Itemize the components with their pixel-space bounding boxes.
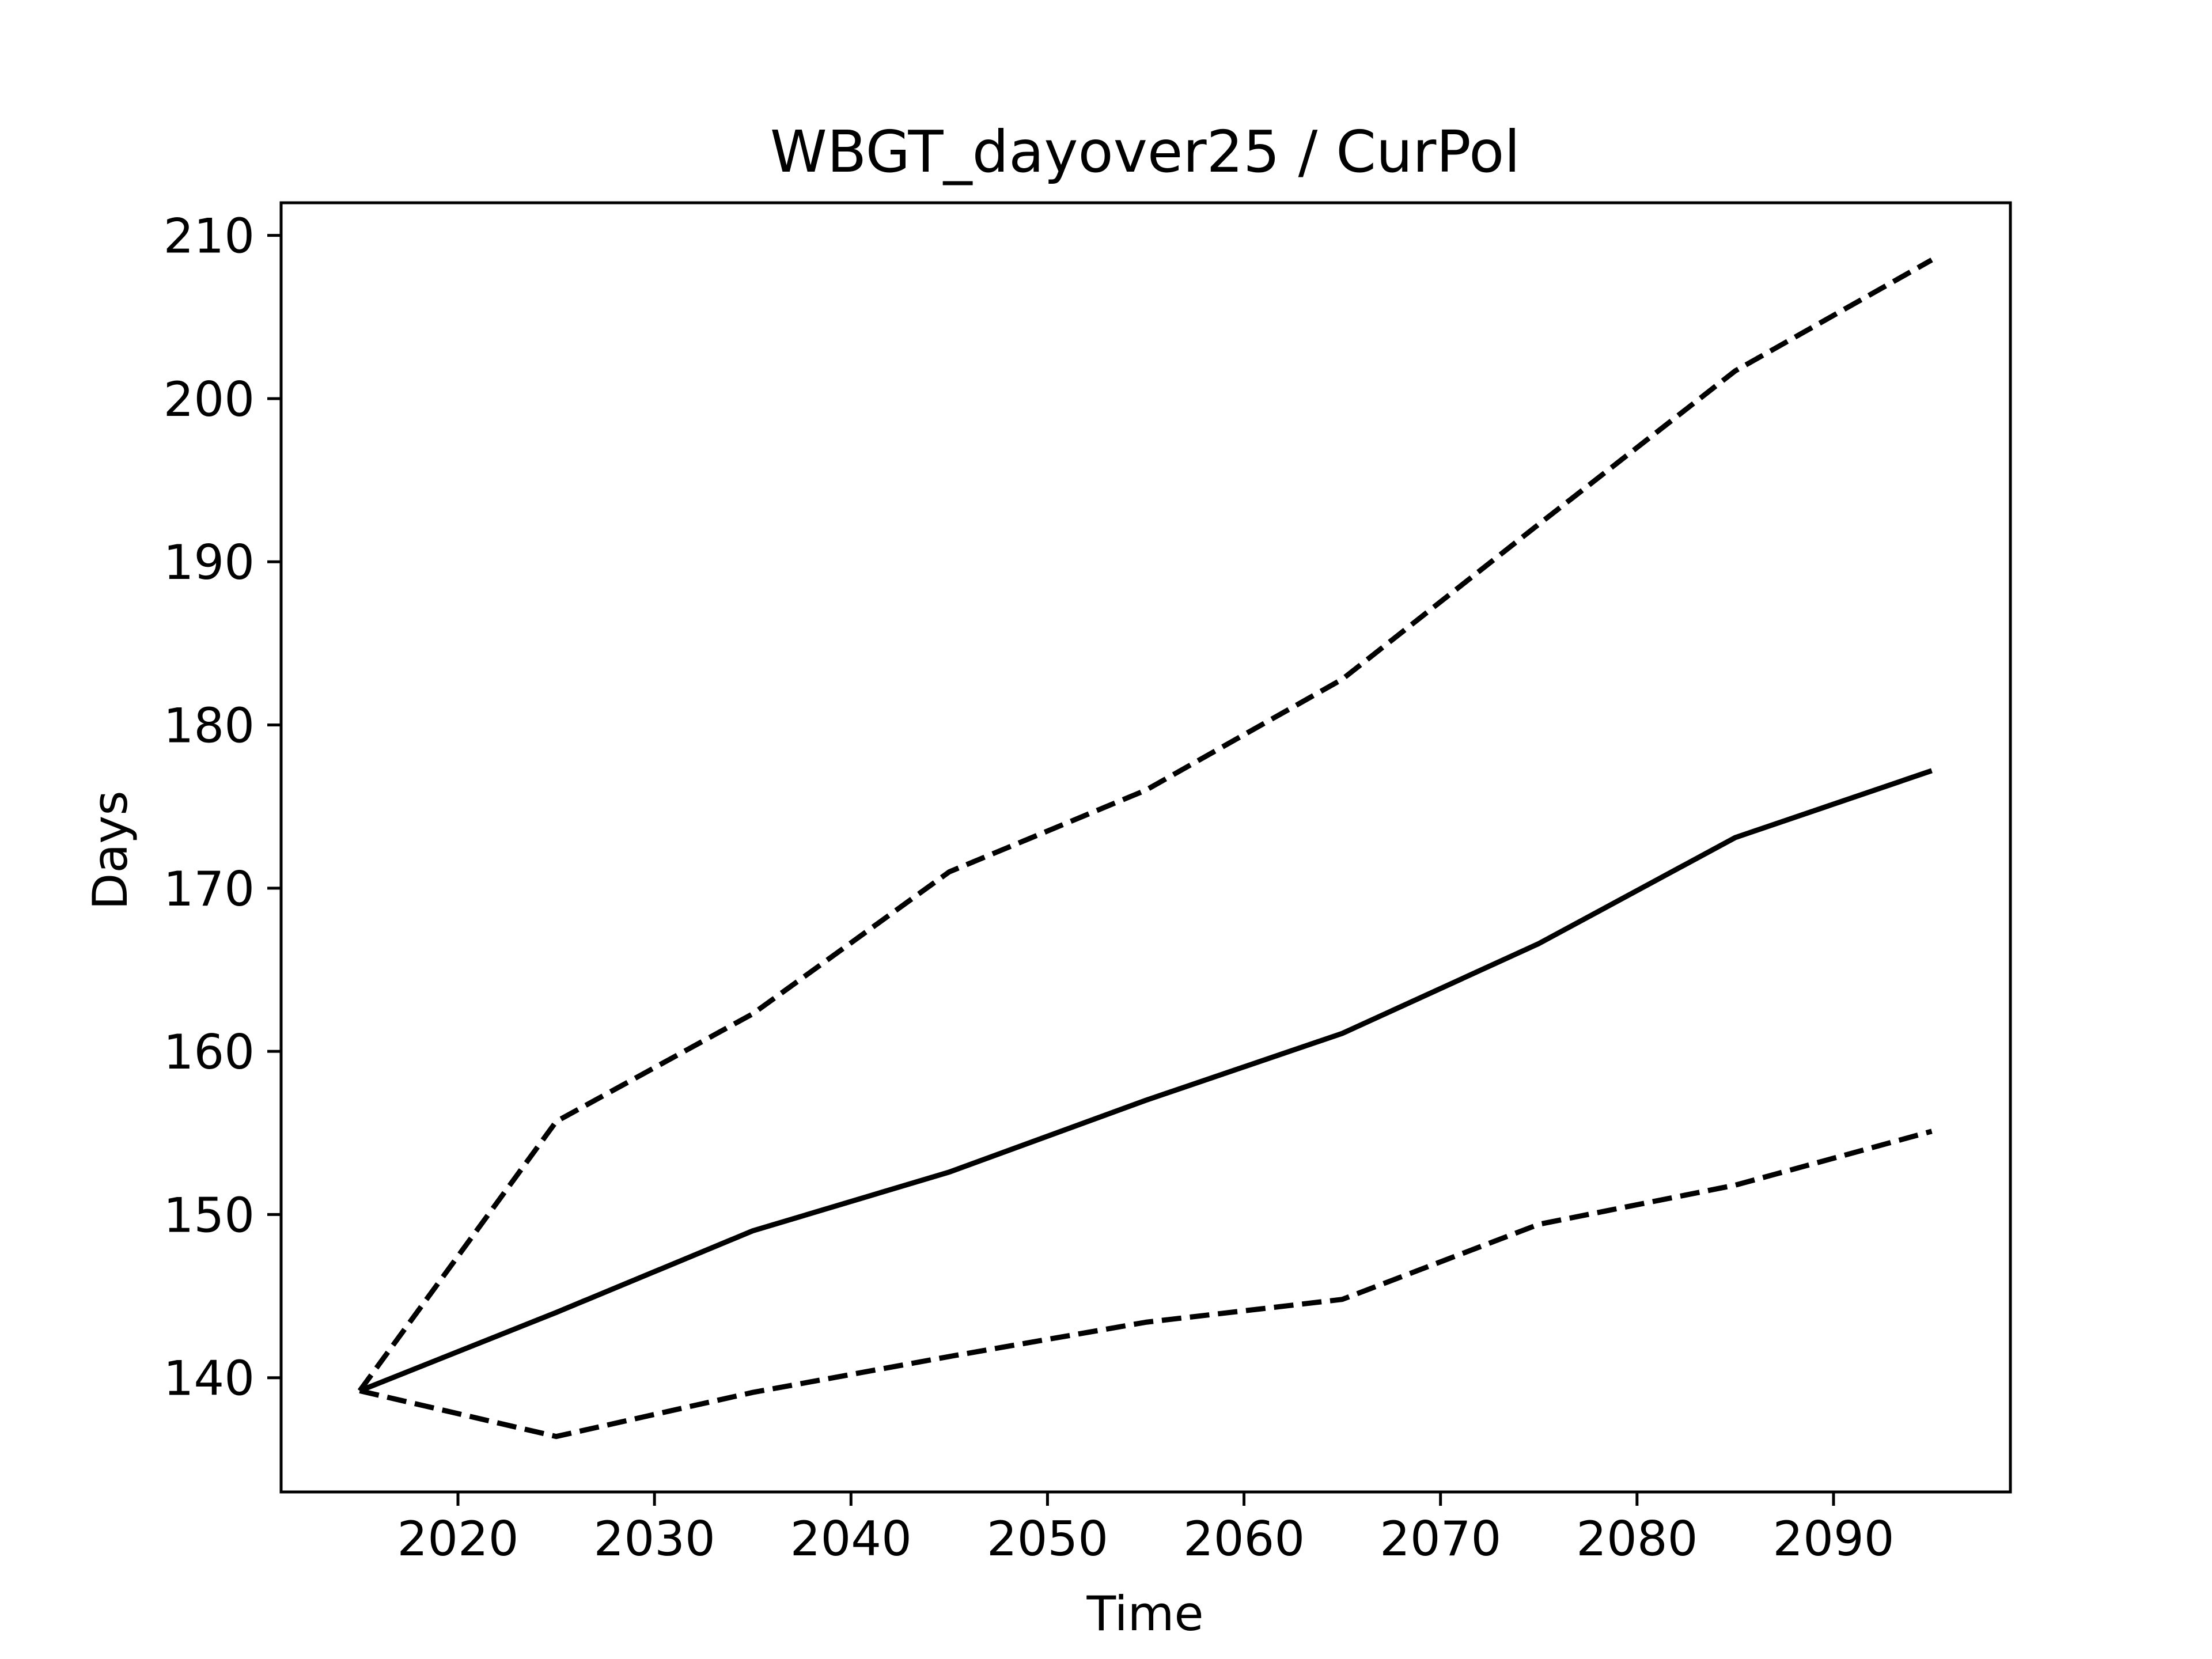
median-line — [358, 768, 1933, 1393]
y-tick-label: 200 — [164, 372, 255, 427]
y-axis-title: Days — [82, 790, 138, 910]
x-tick-label: 2030 — [594, 1511, 715, 1567]
x-tick-label: 2050 — [987, 1511, 1108, 1567]
y-tick-label: 140 — [164, 1351, 255, 1407]
x-tick-label: 2020 — [397, 1511, 518, 1567]
y-axis: 140 150 160 170 180 190 200 210 — [164, 209, 281, 1407]
x-tick-label: 2060 — [1183, 1511, 1305, 1567]
y-tick-label: 170 — [164, 861, 255, 917]
x-tick-label: 2090 — [1772, 1511, 1894, 1567]
y-tick-label: 150 — [164, 1187, 255, 1243]
y-tick-label: 190 — [164, 535, 255, 590]
y-tick-label: 160 — [164, 1024, 255, 1080]
y-tick-label: 210 — [164, 209, 255, 264]
x-tick-label: 2080 — [1576, 1511, 1698, 1567]
upper-bound-line — [357, 257, 1933, 1393]
x-tick-label: 2070 — [1380, 1511, 1501, 1567]
y-tick-label: 180 — [164, 698, 255, 754]
x-axis-title: Time — [1086, 1586, 1203, 1642]
lower-bound-line — [359, 1128, 1933, 1440]
chart-title: WBGT_dayover25 / CurPol — [770, 118, 1520, 185]
x-tick-label: 2040 — [790, 1511, 912, 1567]
x-axis: 2020 2030 2040 2050 2060 2070 2080 2090 — [397, 1492, 1895, 1567]
plot-frame — [279, 201, 2012, 1494]
series-layer — [357, 257, 1933, 1440]
plot-area — [281, 203, 2010, 1492]
